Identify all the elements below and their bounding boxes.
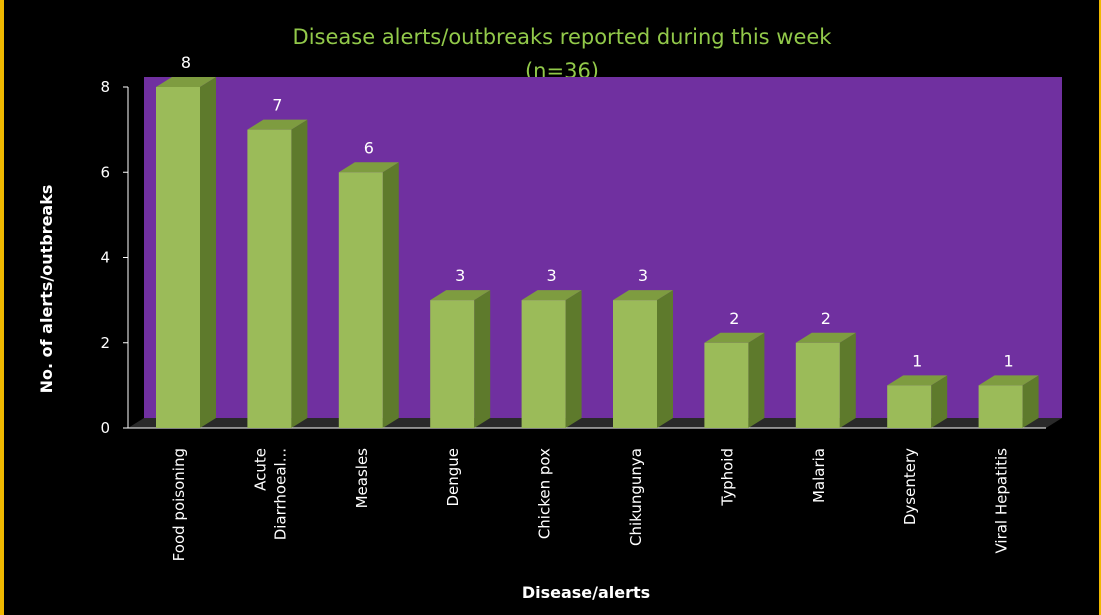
bar-top (887, 375, 948, 386)
bar (887, 385, 932, 428)
bar-top (247, 119, 308, 130)
data-label: 1 (1004, 351, 1014, 370)
bar-side (931, 375, 948, 428)
bar-side (748, 332, 765, 428)
bar (978, 385, 1023, 428)
x-tick-label: Food poisoning (170, 448, 188, 561)
bar-side (474, 290, 491, 428)
bar-top (521, 290, 582, 301)
bar-side (657, 290, 673, 428)
data-label: 3 (455, 266, 465, 285)
y-tick-label: 0 (100, 419, 110, 437)
x-tick-label: Dengue (444, 448, 462, 507)
data-label: 2 (821, 309, 831, 328)
bar-top (430, 290, 491, 301)
data-label: 6 (364, 138, 374, 157)
bar-side (565, 290, 582, 428)
bar-top (795, 332, 856, 343)
x-tick-label: Chicken pox (536, 448, 554, 539)
bar-top (156, 77, 216, 87)
bar-chart: Disease alerts/outbreaks reported during… (37, 25, 1062, 602)
x-axis-title: Disease/alerts (522, 583, 650, 602)
x-tick-label: Diarrhoeal... (271, 448, 289, 540)
data-label: 3 (638, 266, 648, 285)
bar-top (613, 290, 673, 301)
bar-top (704, 332, 765, 343)
bar-side (200, 77, 216, 428)
data-label: 1 (912, 351, 922, 370)
bar (247, 129, 292, 428)
bar-side (839, 332, 856, 428)
bar-top (978, 375, 1039, 386)
y-tick-label: 6 (100, 163, 110, 181)
bar (704, 342, 749, 428)
bar (521, 300, 566, 428)
data-label: 8 (181, 53, 191, 72)
x-tick-label: Acute (251, 448, 269, 491)
data-label: 2 (729, 309, 739, 328)
bar-top (338, 162, 399, 173)
y-axis-title: No. of alerts/outbreaks (37, 185, 56, 394)
bar-side (1022, 375, 1039, 428)
data-label: 3 (547, 266, 557, 285)
bar-side (291, 119, 308, 428)
x-tick-label: Malaria (810, 448, 828, 503)
y-tick-label: 8 (100, 78, 110, 96)
data-label: 7 (272, 96, 282, 115)
bar (338, 172, 383, 428)
bar (156, 87, 200, 428)
y-tick-label: 2 (100, 334, 110, 352)
chart-title: Disease alerts/outbreaks reported during… (293, 25, 833, 49)
bar (613, 300, 657, 428)
x-tick-label: Typhoid (718, 448, 736, 507)
x-tick-label: Dysentery (901, 448, 919, 525)
x-tick-label: Measles (353, 448, 371, 509)
bar-side (382, 162, 399, 428)
bar (430, 300, 475, 428)
x-tick-label: Viral Hepatitis (993, 448, 1011, 554)
y-tick-label: 4 (100, 249, 110, 267)
x-tick-label: Chikungunya (627, 448, 645, 546)
plot-area: 0 2 4 6 8 8 Food poisoning 7 Acute Diarrhoeal... 6… (100, 53, 1062, 561)
bar (795, 342, 840, 428)
